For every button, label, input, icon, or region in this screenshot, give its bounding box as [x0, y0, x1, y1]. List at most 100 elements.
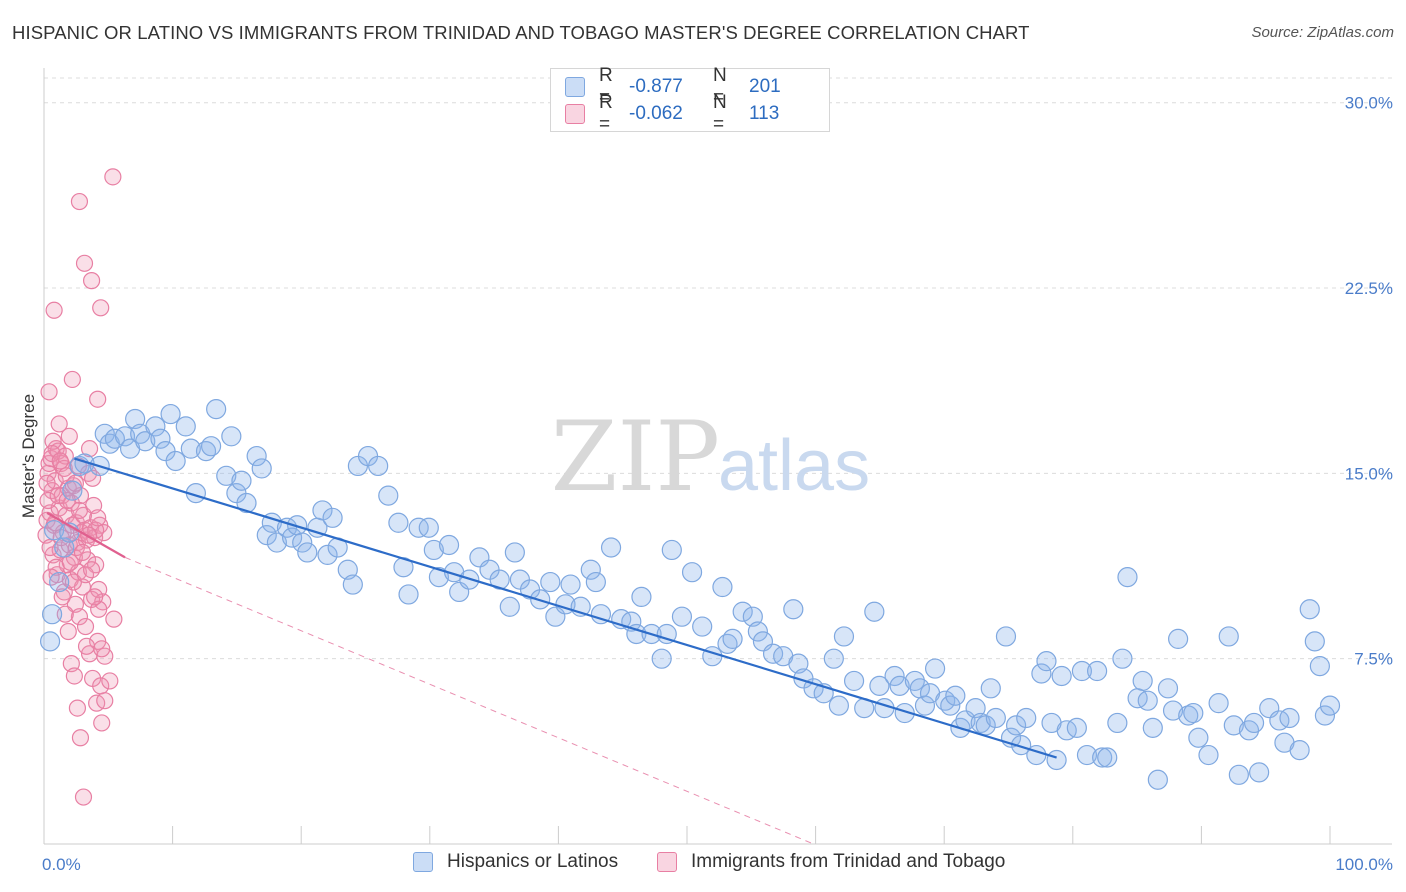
data-point-hispanic	[388, 512, 409, 533]
legend-swatch-blue	[413, 852, 433, 872]
data-point-hispanic	[823, 648, 844, 669]
data-point-trinidad	[41, 538, 59, 557]
data-point-hispanic	[843, 670, 865, 692]
data-point-trinidad	[70, 608, 89, 626]
data-point-hispanic	[1223, 715, 1244, 736]
data-point-hispanic	[828, 695, 849, 716]
data-point-hispanic	[656, 623, 677, 645]
watermark-atlas: atlas	[718, 426, 870, 506]
data-point-trinidad	[96, 692, 114, 710]
data-point-trinidad	[45, 301, 63, 319]
data-point-hispanic	[317, 544, 338, 565]
data-point-hispanic	[651, 648, 672, 669]
legend-r-label: R =	[599, 92, 613, 135]
data-point-hispanic	[560, 574, 581, 595]
data-point-trinidad	[59, 622, 77, 641]
chart-title: HISPANIC OR LATINO VS IMMIGRANTS FROM TR…	[12, 22, 1030, 43]
data-point-hispanic	[1097, 747, 1118, 768]
data-point-trinidad	[63, 370, 81, 389]
data-point-trinidad	[93, 640, 111, 658]
data-point-hispanic	[94, 423, 115, 444]
data-point-trinidad	[49, 486, 67, 505]
data-point-hispanic	[428, 567, 450, 588]
data-point-trinidad	[68, 699, 87, 717]
data-point-hispanic	[1314, 705, 1336, 726]
data-point-trinidad	[93, 714, 111, 732]
legend-swatch-pink	[657, 852, 677, 872]
data-point-trinidad	[84, 469, 102, 487]
x-tick-labels: 0.0% 100.0%	[42, 855, 1393, 874]
series-legend: Hispanics or Latinos Immigrants from Tri…	[0, 851, 1406, 879]
data-point-hispanic	[499, 596, 520, 617]
data-point-hispanic	[251, 458, 272, 479]
data-point-hispanic	[1243, 712, 1265, 734]
data-point-hispanic	[114, 426, 136, 447]
data-point-hispanic	[246, 445, 267, 467]
y-tick-label: 15.0%	[1345, 464, 1393, 483]
data-point-hispanic	[438, 534, 460, 556]
legend-label-trinidad: Immigrants from Trinidad and Tobago	[691, 851, 1006, 872]
data-point-trinidad	[39, 491, 57, 510]
data-point-hispanic	[661, 539, 682, 561]
data-point-hispanic	[995, 626, 1017, 647]
data-point-hispanic	[39, 631, 61, 652]
x-tick-label: 100.0%	[1335, 855, 1393, 874]
data-point-hispanic	[940, 695, 961, 716]
data-point-hispanic	[1107, 712, 1128, 734]
data-point-hispanic	[1031, 663, 1052, 684]
data-point-trinidad	[53, 588, 71, 606]
data-point-trinidad	[73, 543, 92, 562]
data-point-trinidad	[86, 588, 104, 606]
series-hispanic-points	[39, 399, 1341, 790]
data-point-hispanic	[1198, 744, 1219, 766]
data-point-hispanic	[44, 520, 65, 541]
data-point-hispanic	[1011, 735, 1032, 756]
data-point-trinidad	[38, 474, 56, 492]
data-point-hispanic	[62, 480, 83, 501]
data-point-hispanic	[221, 426, 242, 447]
data-point-hispanic	[1188, 727, 1209, 748]
data-point-hispanic	[783, 599, 804, 620]
data-point-trinidad	[56, 447, 74, 465]
data-point-trinidad	[82, 561, 101, 579]
data-point-hispanic	[864, 601, 885, 622]
correlation-legend: R = -0.877 N = 201 R = -0.062 N = 113	[550, 65, 830, 135]
data-point-trinidad	[70, 192, 89, 211]
data-point-hispanic	[889, 675, 910, 696]
data-point-hispanic	[1005, 715, 1027, 736]
data-point-hispanic	[1218, 626, 1239, 647]
legend-r-value: -0.062	[629, 103, 683, 124]
data-point-hispanic	[236, 492, 257, 514]
data-point-trinidad	[70, 501, 89, 520]
data-point-hispanic	[150, 428, 171, 449]
data-point-trinidad	[101, 672, 119, 690]
data-point-hispanic	[980, 678, 1001, 699]
legend-n-value: 201	[749, 76, 781, 97]
data-point-hispanic	[585, 571, 606, 593]
data-point-hispanic	[231, 470, 252, 491]
data-point-hispanic	[1117, 567, 1138, 588]
data-point-hispanic	[580, 559, 601, 580]
data-point-hispanic	[1319, 695, 1341, 716]
data-point-hispanic	[1289, 740, 1310, 761]
data-point-hispanic	[135, 431, 156, 452]
data-point-hispanic	[160, 403, 181, 425]
data-point-trinidad	[60, 427, 78, 445]
data-point-trinidad	[82, 590, 101, 608]
legend-r-label: R =	[599, 65, 613, 108]
data-point-hispanic	[833, 626, 855, 647]
data-point-hispanic	[945, 685, 966, 706]
data-point-hispanic	[692, 616, 713, 637]
legend-n-label: N =	[713, 92, 727, 135]
trend-line-hispanic	[74, 457, 1057, 759]
trend-lines	[46, 457, 1057, 845]
data-point-trinidad	[71, 729, 90, 747]
data-point-hispanic	[1087, 660, 1108, 682]
data-point-trinidad	[92, 299, 110, 317]
data-point-trinidad	[40, 383, 58, 401]
data-point-hispanic	[408, 517, 429, 538]
data-point-trinidad	[75, 254, 94, 272]
data-point-hispanic	[281, 527, 303, 548]
data-point-hispanic	[1036, 651, 1057, 672]
data-point-hispanic	[1137, 690, 1158, 711]
